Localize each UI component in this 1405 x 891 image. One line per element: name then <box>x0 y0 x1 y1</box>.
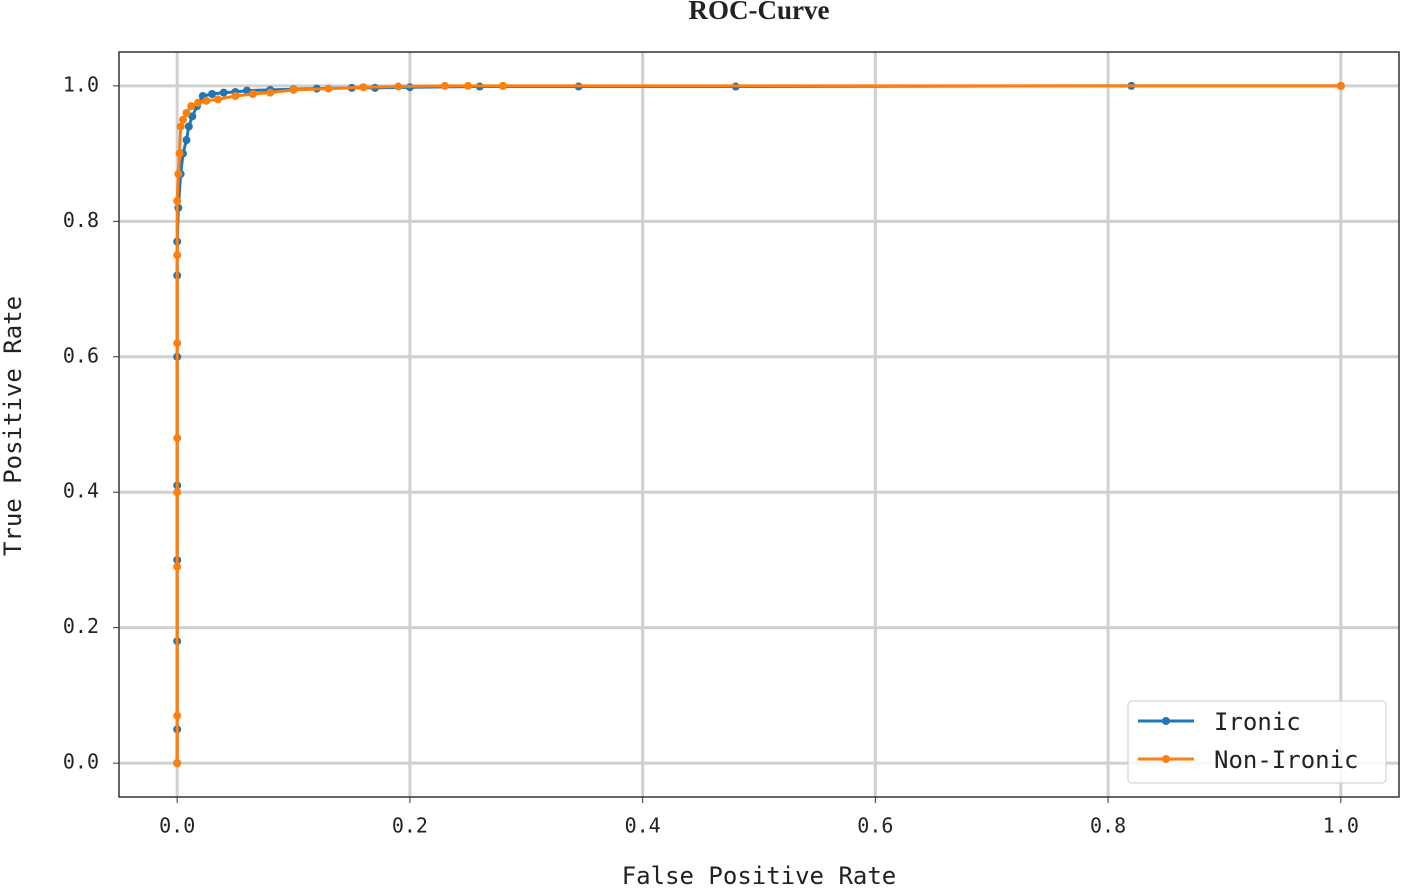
point-marker <box>174 169 183 178</box>
y-tick-label: 1.0 <box>63 72 99 96</box>
point-marker <box>173 251 182 260</box>
roc-line <box>175 84 1341 764</box>
point-marker <box>289 85 298 94</box>
legend-swatch-marker <box>1162 717 1170 725</box>
y-tick-label: 0.6 <box>63 343 99 367</box>
y-tick-label: 0.0 <box>63 750 99 774</box>
point-marker <box>248 89 257 98</box>
point-marker <box>173 488 182 497</box>
legend-label: Ironic <box>1214 708 1301 736</box>
point-marker <box>173 434 182 443</box>
legend-swatch-marker <box>1162 755 1170 763</box>
point-marker <box>182 108 191 117</box>
point-marker <box>359 83 368 92</box>
chart-title: ROC-Curve <box>689 0 830 25</box>
point-marker <box>243 86 251 95</box>
y-axis-label: True Positive Rate <box>0 296 27 556</box>
point-marker <box>179 115 187 124</box>
point-marker <box>1336 81 1345 90</box>
y-tick-label: 0.4 <box>63 479 99 503</box>
point-marker <box>213 95 222 104</box>
point-marker <box>188 112 197 121</box>
point-marker <box>464 81 473 90</box>
x-tick-label: 0.6 <box>857 814 893 838</box>
point-marker <box>394 82 403 91</box>
point-marker <box>173 711 182 720</box>
point-marker <box>184 122 193 131</box>
point-marker <box>187 102 196 111</box>
point-marker <box>202 96 211 105</box>
point-marker <box>182 136 191 145</box>
point-marker <box>208 89 217 98</box>
y-tick-label: 0.8 <box>63 208 99 232</box>
point-marker <box>324 84 333 93</box>
plot-frame <box>118 51 1400 798</box>
x-axis-label: False Positive Rate <box>622 862 897 890</box>
point-marker <box>173 339 182 348</box>
point-marker <box>499 81 507 90</box>
point-marker <box>173 759 182 768</box>
point-marker <box>175 149 184 158</box>
point-marker <box>266 88 275 97</box>
y-tick-label: 0.2 <box>63 614 99 638</box>
point-marker <box>173 197 182 205</box>
x-tick-label: 0.2 <box>392 814 428 838</box>
x-tick-label: 0.4 <box>625 814 661 838</box>
x-tick-label: 1.0 <box>1323 814 1359 838</box>
point-marker <box>219 88 228 97</box>
x-tick-label: 0.0 <box>159 814 195 838</box>
point-marker <box>176 122 185 131</box>
point-marker <box>231 92 240 101</box>
point-marker <box>440 81 449 90</box>
x-tick-label: 0.8 <box>1090 814 1126 838</box>
point-marker <box>194 98 203 107</box>
point-marker <box>173 562 182 571</box>
legend-label: Non-Ironic <box>1214 746 1359 774</box>
roc-line <box>175 84 1341 764</box>
